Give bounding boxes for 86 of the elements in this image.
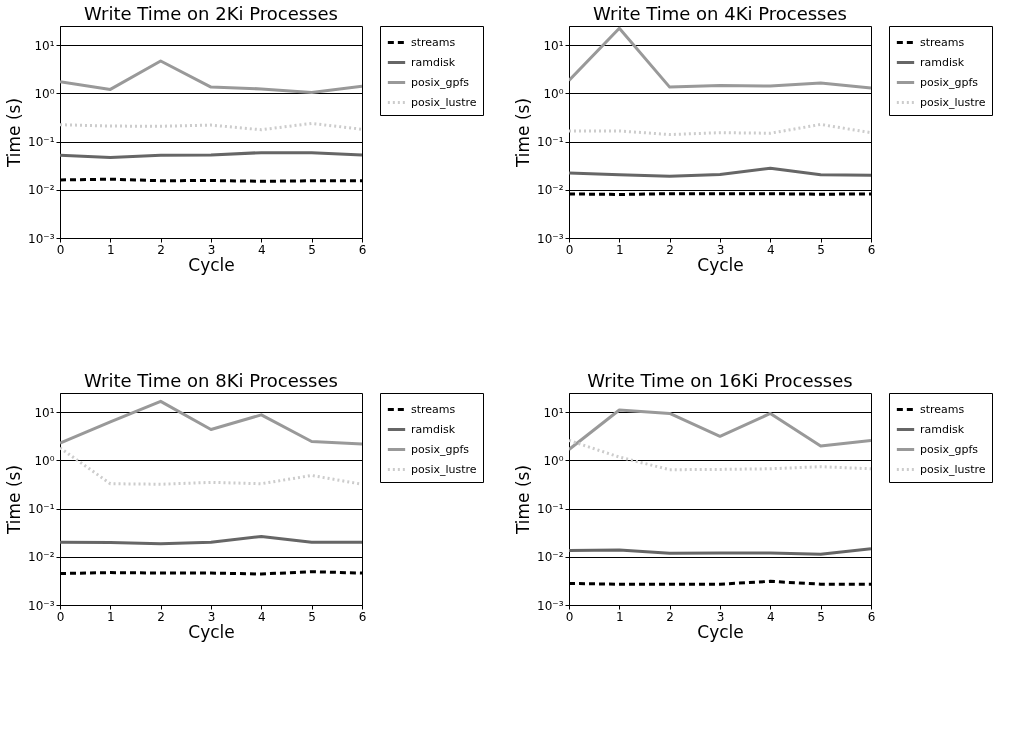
line-series xyxy=(569,166,871,178)
x-tick-label: 2 xyxy=(157,242,165,257)
x-tick-label: 2 xyxy=(666,609,674,624)
x-tick-label: 2 xyxy=(157,609,165,624)
legend-label: posix_lustre xyxy=(411,462,477,476)
legend-label: streams xyxy=(920,35,965,49)
y-tick-label: 10¹ xyxy=(543,38,564,53)
x-tick-label: 6 xyxy=(358,242,367,257)
legend-label: ramdisk xyxy=(920,55,965,69)
legend-label: posix_gpfs xyxy=(920,442,979,456)
x-axis-title: Cycle xyxy=(697,621,744,642)
x-axis-title: Cycle xyxy=(188,621,235,642)
y-tick-label: 10⁻² xyxy=(28,550,55,565)
y-tick-label: 10⁻¹ xyxy=(28,502,55,517)
y-tick-label: 10⁻² xyxy=(537,550,564,565)
y-tick-label: 10⁻² xyxy=(537,183,564,198)
x-tick-label: 3 xyxy=(716,242,725,257)
x-tick-label: 5 xyxy=(817,609,825,624)
legend-label: streams xyxy=(411,35,456,49)
y-tick-label: 10⁻³ xyxy=(28,231,55,246)
line-series xyxy=(60,399,362,446)
chart-title: Write Time on 4Ki Processes xyxy=(593,2,847,24)
legend-label: posix_lustre xyxy=(920,95,986,109)
line-series xyxy=(569,408,871,452)
x-tick-label: 6 xyxy=(867,609,876,624)
y-tick-label: 10⁰ xyxy=(34,86,55,101)
x-tick-label: 4 xyxy=(258,242,266,257)
x-tick-label: 1 xyxy=(616,609,624,624)
y-axis-title: Time (s) xyxy=(513,464,534,536)
y-tick-label: 10⁻² xyxy=(28,183,55,198)
y-axis-title: Time (s) xyxy=(513,97,534,169)
line-series xyxy=(60,59,362,95)
legend-label: streams xyxy=(920,402,965,416)
y-tick-label: 10⁰ xyxy=(543,453,564,468)
chart-title: Write Time on 8Ki Processes xyxy=(84,369,338,391)
line-series xyxy=(569,26,871,90)
line-series xyxy=(60,446,362,486)
chart-title: Write Time on 16Ki Processes xyxy=(587,369,853,391)
legend-label: posix_gpfs xyxy=(411,75,470,89)
y-tick-label: 10⁻³ xyxy=(28,598,55,613)
x-tick-label: 5 xyxy=(817,242,825,257)
y-tick-label: 10⁻³ xyxy=(537,598,564,613)
y-tick-label: 10⁻¹ xyxy=(28,135,55,150)
line-series xyxy=(569,438,871,472)
x-tick-label: 4 xyxy=(258,609,266,624)
legend-label: ramdisk xyxy=(411,55,456,69)
y-tick-label: 10⁻¹ xyxy=(537,502,564,517)
x-tick-label: 0 xyxy=(565,609,574,624)
y-axis-title: Time (s) xyxy=(4,464,25,536)
legend-label: posix_gpfs xyxy=(411,442,470,456)
legend-label: ramdisk xyxy=(411,422,456,436)
line-series xyxy=(60,121,362,132)
legend-label: streams xyxy=(411,402,456,416)
x-tick-label: 3 xyxy=(207,609,216,624)
legend-label: posix_lustre xyxy=(411,95,477,109)
line-series xyxy=(60,534,362,546)
x-tick-label: 5 xyxy=(308,609,316,624)
x-tick-label: 1 xyxy=(107,242,115,257)
line-series xyxy=(569,122,871,137)
x-tick-label: 0 xyxy=(56,609,65,624)
x-tick-label: 0 xyxy=(565,242,574,257)
x-axis-title: Cycle xyxy=(188,254,235,275)
x-tick-label: 2 xyxy=(666,242,674,257)
x-tick-label: 1 xyxy=(616,242,624,257)
y-tick-label: 10¹ xyxy=(34,405,55,420)
x-tick-label: 5 xyxy=(308,242,316,257)
x-tick-label: 4 xyxy=(767,609,775,624)
x-tick-label: 4 xyxy=(767,242,775,257)
x-tick-label: 1 xyxy=(107,609,115,624)
y-axis-title: Time (s) xyxy=(4,97,25,169)
y-tick-label: 10⁻¹ xyxy=(537,135,564,150)
x-tick-label: 6 xyxy=(867,242,876,257)
y-tick-label: 10⁻³ xyxy=(537,231,564,246)
x-tick-label: 3 xyxy=(207,242,216,257)
x-tick-label: 6 xyxy=(358,609,367,624)
x-axis-title: Cycle xyxy=(697,254,744,275)
x-tick-label: 3 xyxy=(716,609,725,624)
chart-title: Write Time on 2Ki Processes xyxy=(84,2,338,24)
y-tick-label: 10¹ xyxy=(34,38,55,53)
legend-label: posix_lustre xyxy=(920,462,986,476)
legend-label: posix_gpfs xyxy=(920,75,979,89)
legend-label: ramdisk xyxy=(920,422,965,436)
y-tick-label: 10⁰ xyxy=(543,86,564,101)
x-tick-label: 0 xyxy=(56,242,65,257)
y-tick-label: 10¹ xyxy=(543,405,564,420)
y-tick-label: 10⁰ xyxy=(34,453,55,468)
